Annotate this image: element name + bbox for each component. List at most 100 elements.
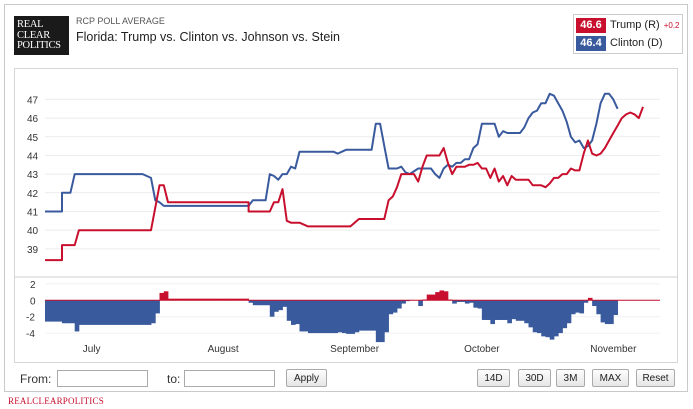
chart-kicker: RCP POLL AVERAGE bbox=[76, 16, 165, 26]
spread-bar bbox=[104, 300, 110, 325]
spread-bar bbox=[151, 300, 156, 324]
spread-bar bbox=[566, 300, 572, 324]
spread-bar bbox=[596, 300, 602, 315]
spread-bar bbox=[430, 294, 436, 301]
x-month-label: October bbox=[464, 344, 500, 355]
spread-bar bbox=[240, 298, 245, 301]
spread-bar bbox=[312, 300, 317, 334]
spread-bar bbox=[575, 300, 580, 313]
spread-bar bbox=[464, 300, 470, 304]
apply-button[interactable]: Apply bbox=[286, 369, 327, 387]
spread-bar bbox=[138, 300, 143, 325]
spread-bar bbox=[129, 300, 135, 325]
spread-bar bbox=[265, 300, 271, 306]
spread-bar bbox=[223, 298, 228, 301]
spread-bar bbox=[456, 300, 462, 302]
range-30d-button[interactable]: 30D bbox=[518, 369, 551, 387]
legend-clinton-label: Clinton (D) bbox=[610, 37, 663, 49]
spread-bar bbox=[197, 298, 203, 301]
spread-bar bbox=[537, 300, 542, 334]
spread-bar bbox=[117, 300, 122, 325]
from-date-input[interactable] bbox=[57, 370, 148, 387]
spread-tick-label: 2 bbox=[30, 280, 36, 291]
to-date-input[interactable] bbox=[184, 370, 275, 387]
spread-bar bbox=[528, 300, 534, 328]
legend-item-trump[interactable]: 46.6 Trump (R) +0.2 bbox=[576, 17, 680, 33]
reset-button[interactable]: Reset bbox=[636, 369, 675, 387]
spread-bar bbox=[184, 298, 190, 301]
spread-bar bbox=[600, 300, 606, 323]
spread-bar bbox=[112, 300, 118, 325]
spread-bar bbox=[286, 300, 292, 321]
spread-bar bbox=[244, 298, 249, 301]
plot-area bbox=[14, 68, 678, 363]
range-max-button[interactable]: MAX bbox=[592, 369, 629, 387]
rcp-logo[interactable]: REAL CLEAR POLITICS bbox=[14, 16, 69, 55]
spread-bar bbox=[358, 300, 364, 331]
spread-bar bbox=[337, 300, 343, 333]
spread-bar bbox=[392, 300, 398, 313]
spread-bar bbox=[460, 300, 466, 302]
spread-bar bbox=[435, 292, 440, 301]
spread-bar bbox=[100, 300, 105, 325]
spread-bar bbox=[45, 300, 50, 322]
y-tick-label: 44 bbox=[27, 151, 39, 162]
legend-clinton-value: 46.4 bbox=[576, 35, 606, 51]
chart-title: Florida: Trump vs. Clinton vs. Johnson v… bbox=[76, 30, 340, 44]
y-tick-label: 41 bbox=[27, 207, 39, 218]
spread-bar bbox=[511, 300, 517, 320]
spread-bar bbox=[83, 300, 88, 325]
y-tick-label: 42 bbox=[27, 189, 39, 200]
spread-bar bbox=[193, 298, 199, 301]
spread-bar bbox=[469, 300, 474, 303]
spread-bar bbox=[494, 300, 500, 320]
spread-bar bbox=[354, 300, 360, 333]
range-3m-button[interactable]: 3M bbox=[556, 369, 585, 387]
spread-bar bbox=[78, 300, 84, 325]
spread-bar bbox=[295, 300, 300, 325]
spread-bar bbox=[121, 300, 126, 325]
spread-bar bbox=[371, 300, 377, 331]
logo-line: CLEAR bbox=[17, 29, 50, 41]
spread-bar bbox=[235, 298, 241, 301]
spread-bar bbox=[363, 300, 368, 331]
spread-bar bbox=[609, 300, 614, 325]
spread-bar bbox=[180, 298, 186, 301]
spread-bar bbox=[231, 298, 237, 301]
spread-bar bbox=[291, 300, 296, 325]
spread-bar bbox=[515, 300, 521, 321]
spread-bar bbox=[592, 300, 597, 307]
spread-bar bbox=[587, 297, 593, 301]
spread-bar bbox=[367, 300, 372, 331]
spread-bar bbox=[570, 300, 576, 315]
spread-bar bbox=[333, 300, 339, 334]
spread-bar bbox=[278, 300, 283, 311]
legend-item-clinton[interactable]: 46.4 Clinton (D) bbox=[576, 35, 663, 51]
range-14d-button[interactable]: 14D bbox=[477, 369, 510, 387]
clinton-series-line bbox=[45, 92, 619, 213]
logo-line: REAL bbox=[17, 19, 44, 30]
spread-bar bbox=[452, 300, 457, 304]
x-month-label: September bbox=[330, 344, 380, 355]
spread-bar bbox=[303, 300, 309, 332]
spread-bar bbox=[562, 300, 568, 329]
spread-bar bbox=[443, 291, 449, 301]
spread-bar bbox=[583, 300, 589, 303]
spread-bar bbox=[274, 300, 279, 312]
spread-bar bbox=[95, 300, 101, 325]
spread-bar bbox=[520, 300, 525, 321]
spread-bar bbox=[172, 298, 177, 301]
spread-bar bbox=[87, 300, 93, 325]
spread-bar bbox=[486, 300, 491, 320]
spread-bar bbox=[201, 298, 207, 301]
spread-bar bbox=[218, 298, 224, 301]
spread-bar bbox=[426, 294, 432, 301]
spread-bar bbox=[541, 300, 546, 337]
spread-bar bbox=[613, 300, 618, 316]
spread-bar bbox=[553, 300, 559, 337]
legend-trump-change: +0.2 bbox=[663, 20, 680, 30]
controls-bar: From: to: Apply 14D 30D 3M MAX Reset bbox=[14, 366, 678, 392]
spread-bar bbox=[134, 300, 139, 325]
spread-bar bbox=[227, 298, 233, 301]
